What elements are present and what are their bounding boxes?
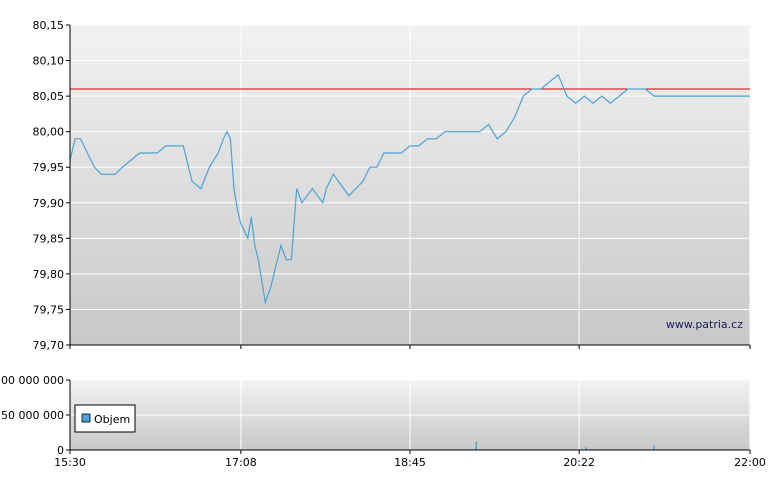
volume-bar xyxy=(653,445,655,450)
price-y-tick-label: 80,00 xyxy=(33,126,65,139)
x-tick-label: 20:22 xyxy=(563,456,595,469)
x-tick-label: 15:30 xyxy=(54,456,86,469)
volume-panel: 100 000 000 50 000 000 0 15:30 17:08 18:45 20… xyxy=(0,374,766,469)
price-y-axis-ticks: 80,15 80,10 80,05 80,00 79,95 79,90 79,85 79,80… xyxy=(33,19,70,352)
price-y-tick-label: 79,90 xyxy=(33,197,65,210)
volume-bar xyxy=(585,447,587,450)
volume-y-tick-label: 0 xyxy=(57,444,64,457)
price-series-line xyxy=(69,73,750,305)
price-y-tick-label: 79,80 xyxy=(33,268,65,281)
price-panel: 80,15 80,10 80,05 80,00 79,95 79,90 79,85 79,80… xyxy=(33,19,751,352)
price-y-tick-label: 80,10 xyxy=(33,55,65,68)
price-y-tick-label: 80,05 xyxy=(33,90,65,103)
x-tick-label: 22:00 xyxy=(734,456,766,469)
volume-y-tick-label: 100 000 000 xyxy=(0,374,64,387)
volume-y-tick-label: 50 000 000 xyxy=(1,409,64,422)
volume-y-axis-ticks: 100 000 000 50 000 000 0 xyxy=(0,374,70,457)
legend-swatch xyxy=(81,413,91,423)
x-axis-ticks: 15:30 17:08 18:45 20:22 22:00 xyxy=(54,450,766,469)
price-y-tick-label: 79,75 xyxy=(33,303,65,316)
x-tick-label: 17:08 xyxy=(225,456,257,469)
price-y-tick-label: 79,70 xyxy=(33,339,65,352)
price-y-tick-label: 79,95 xyxy=(33,161,65,174)
volume-bar xyxy=(475,441,478,450)
volume-bars xyxy=(475,441,655,450)
watermark-text: www.patria.cz xyxy=(666,318,743,331)
price-y-tick-label: 80,15 xyxy=(33,19,65,32)
price-axis-lines xyxy=(69,25,751,349)
volume-legend: Objem xyxy=(74,404,136,433)
legend-label: Objem xyxy=(94,413,130,426)
x-tick-label: 18:45 xyxy=(394,456,426,469)
price-y-tick-label: 79,85 xyxy=(33,232,65,245)
